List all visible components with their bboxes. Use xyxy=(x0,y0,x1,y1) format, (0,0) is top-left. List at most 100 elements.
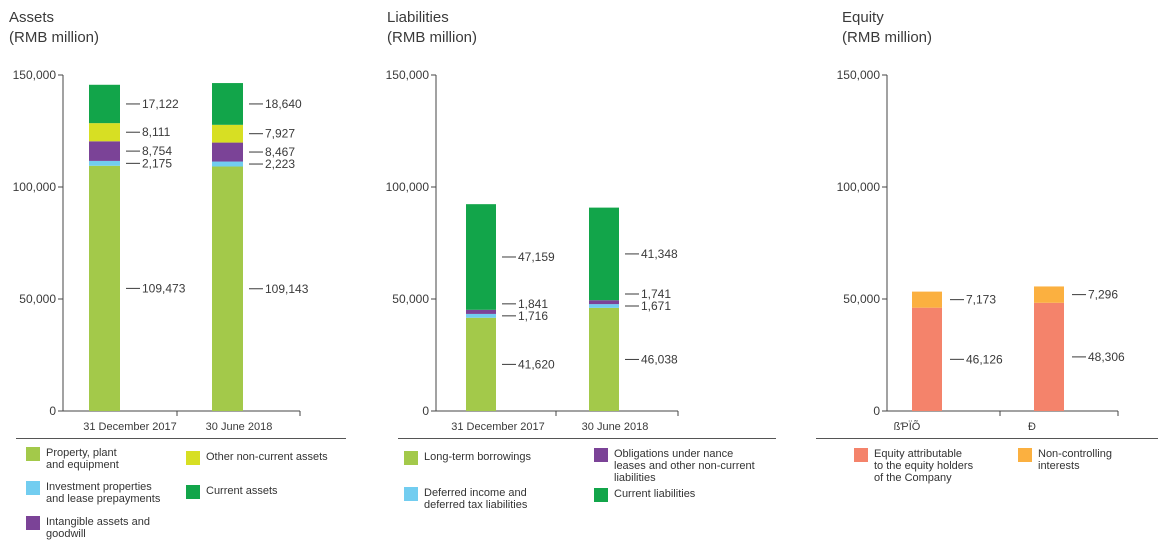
bar-segment xyxy=(589,300,619,305)
category-label: 31 December 2017 xyxy=(451,421,545,433)
data-label: 2,223 xyxy=(265,157,295,171)
y-tick-label: 0 xyxy=(422,404,429,418)
bar-segment xyxy=(212,83,243,125)
bar-segment xyxy=(1034,286,1064,303)
legend-swatch xyxy=(26,516,40,530)
y-tick-label: 50,000 xyxy=(19,292,56,306)
y-tick-label: 0 xyxy=(873,404,880,418)
bar-segment xyxy=(212,124,243,143)
liabilities-legend-item: Current liabilities xyxy=(594,488,695,502)
assets-legend-item: Other non-current assets xyxy=(186,451,328,465)
assets-chart: 0 50,000 100,000 150,000 31 December 2017 30 … xyxy=(13,68,309,433)
data-label: 7,173 xyxy=(966,293,996,307)
legend-label: Obligations under nance leases and other… xyxy=(614,448,755,484)
bar-segment xyxy=(466,313,496,318)
legend-swatch xyxy=(186,485,200,499)
legend-swatch xyxy=(854,448,868,462)
legend-label: Investment properties and lease prepayme… xyxy=(46,481,161,505)
bar-segment xyxy=(589,207,619,301)
data-label: 8,467 xyxy=(265,145,295,159)
category-label: 31 December 2017 xyxy=(83,421,177,433)
data-label: 109,473 xyxy=(142,281,186,295)
data-label: 2,175 xyxy=(142,156,172,170)
legend-label: Equity attributable to the equity holder… xyxy=(874,448,974,484)
data-label: 1,716 xyxy=(518,309,548,323)
legend-label: Current assets xyxy=(206,485,278,497)
legend-label: Current liabilities xyxy=(614,488,696,500)
equity-title-block: Equity (RMB million) xyxy=(842,8,932,48)
liabilities-chart: 0 50,000 100,000 150,000 31 December 2017 30 … xyxy=(386,68,679,433)
data-label: 18,640 xyxy=(265,97,302,111)
equity-title: Equity xyxy=(842,9,884,26)
equity-chart: 0 50,000 100,000 150,000 ßƤÏÕ Ð 46,126 7,173 48,… xyxy=(837,68,1125,433)
legend-label: Other non-current assets xyxy=(206,451,328,463)
liabilities-legend-item: Deferred income and deferred tax liabili… xyxy=(404,487,527,511)
y-tick-label: 150,000 xyxy=(13,68,57,82)
data-label: 8,754 xyxy=(142,144,172,158)
category-label: ßƤÏÕ xyxy=(894,420,921,433)
category-label: 30 June 2018 xyxy=(206,421,273,433)
liabilities-legend-rule xyxy=(398,438,776,439)
assets-legend-item: Current assets xyxy=(186,485,278,499)
bar-segment xyxy=(212,161,243,167)
bar-segment xyxy=(212,166,243,411)
data-label: 7,296 xyxy=(1088,288,1118,302)
legend-swatch xyxy=(26,481,40,495)
data-label: 41,620 xyxy=(518,357,555,371)
legend-swatch xyxy=(404,487,418,501)
bar-segment xyxy=(89,141,120,161)
y-tick-label: 150,000 xyxy=(386,68,430,82)
y-tick-label: 0 xyxy=(49,404,56,418)
assets-panel: Assets (RMB million) 0 50,000 100,000 150,0… xyxy=(0,0,370,542)
bar-segment xyxy=(89,160,120,166)
bar-segment xyxy=(466,317,496,411)
assets-legend-item: Property, plant and equipment xyxy=(26,447,119,471)
equity-legend-item: Non-controlling interests xyxy=(1018,448,1112,472)
legend-swatch xyxy=(404,451,418,465)
data-label: 1,671 xyxy=(641,299,671,313)
data-label: 47,159 xyxy=(518,250,555,264)
data-label: 48,306 xyxy=(1088,350,1125,364)
bar-segment xyxy=(589,307,619,411)
assets-subtitle: (RMB million) xyxy=(9,29,99,46)
liabilities-title-block: Liabilities (RMB million) xyxy=(387,8,477,48)
y-tick-label: 100,000 xyxy=(13,180,57,194)
data-label: 46,126 xyxy=(966,352,1003,366)
assets-legend-item: Intangible assets and goodwill xyxy=(26,516,150,540)
data-label: 109,143 xyxy=(265,282,309,296)
bar-segment xyxy=(212,142,243,162)
legend-label: Deferred income and deferred tax liabili… xyxy=(424,487,528,511)
bar-segment xyxy=(89,165,120,411)
legend-label: Long-term borrowings xyxy=(424,451,531,463)
data-label: 17,122 xyxy=(142,97,179,111)
legend-label: Property, plant and equipment xyxy=(46,447,119,471)
legend-swatch xyxy=(594,488,608,502)
y-tick-label: 50,000 xyxy=(843,292,880,306)
equity-legend-item: Equity attributable to the equity holder… xyxy=(854,448,973,484)
y-tick-label: 100,000 xyxy=(837,180,881,194)
liabilities-subtitle: (RMB million) xyxy=(387,29,477,46)
data-label: 46,038 xyxy=(641,352,678,366)
bar-segment xyxy=(466,309,496,314)
assets-title-block: Assets (RMB million) xyxy=(9,8,99,48)
assets-title: Assets xyxy=(9,9,55,26)
y-tick-label: 100,000 xyxy=(386,180,430,194)
data-label: 1,741 xyxy=(641,287,671,301)
liabilities-title: Liabilities xyxy=(387,9,449,26)
data-label: 41,348 xyxy=(641,247,678,261)
assets-legend-rule xyxy=(16,438,346,439)
legend-label: Intangible assets and goodwill xyxy=(46,516,150,540)
legend-swatch xyxy=(1018,448,1032,462)
liabilities-legend-item: Long-term borrowings xyxy=(404,451,531,465)
bar-segment xyxy=(89,123,120,142)
y-tick-label: 150,000 xyxy=(837,68,881,82)
bar-segment xyxy=(912,291,942,308)
data-label: 1,841 xyxy=(518,297,548,311)
data-label: 7,927 xyxy=(265,127,295,141)
bar-segment xyxy=(89,84,120,124)
bar-segment xyxy=(589,304,619,308)
assets-legend-item: Investment properties and lease prepayme… xyxy=(26,481,160,505)
liabilities-legend-item: Obligations under nance leases and other… xyxy=(594,448,755,484)
equity-subtitle: (RMB million) xyxy=(842,29,932,46)
bar-segment xyxy=(1034,302,1064,411)
